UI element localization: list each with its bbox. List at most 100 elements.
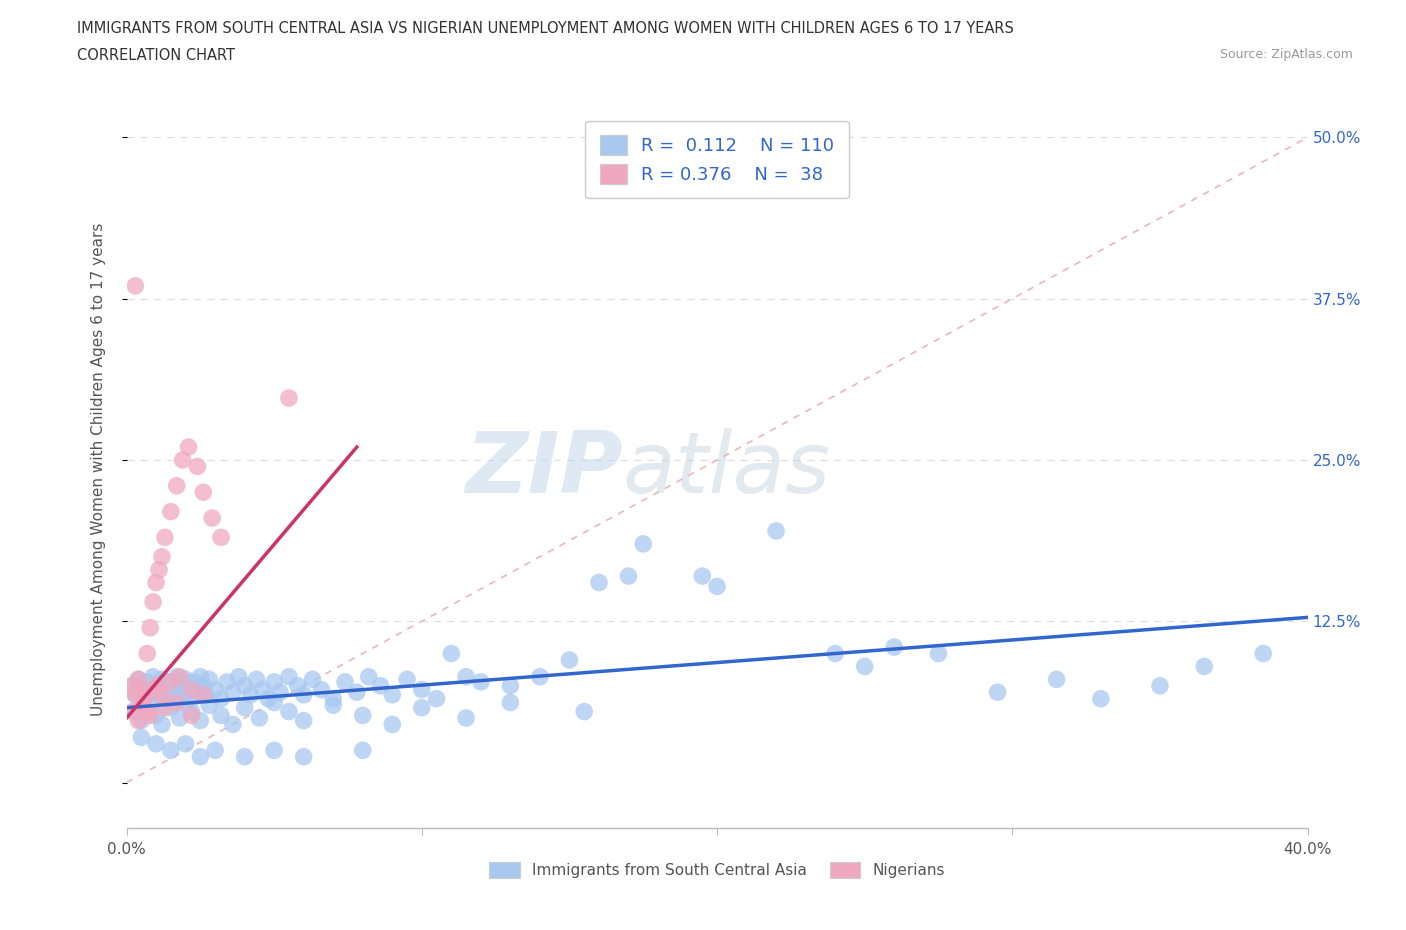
Point <box>160 743 183 758</box>
Point <box>252 683 274 698</box>
Point <box>233 750 256 764</box>
Point <box>263 695 285 710</box>
Point <box>239 687 262 702</box>
Point <box>470 674 492 689</box>
Point <box>204 683 226 698</box>
Point <box>127 713 149 728</box>
Point <box>333 674 356 689</box>
Point <box>588 575 610 590</box>
Point <box>136 704 159 719</box>
Point <box>883 640 905 655</box>
Point <box>139 698 162 712</box>
Point <box>228 670 250 684</box>
Point <box>134 698 156 712</box>
Point <box>186 459 208 474</box>
Point <box>574 704 596 719</box>
Point <box>322 691 344 706</box>
Point <box>166 478 188 493</box>
Text: Source: ZipAtlas.com: Source: ZipAtlas.com <box>1219 48 1353 61</box>
Point <box>153 683 176 698</box>
Point <box>174 737 197 751</box>
Point <box>153 700 176 715</box>
Point <box>121 704 143 719</box>
Point <box>174 671 197 686</box>
Point <box>172 453 194 468</box>
Point <box>1046 671 1069 686</box>
Point <box>233 700 256 715</box>
Point <box>193 485 215 499</box>
Point <box>188 713 212 728</box>
Point <box>263 674 285 689</box>
Point <box>249 711 271 725</box>
Point <box>127 671 149 686</box>
Point <box>156 691 179 706</box>
Point <box>145 737 167 751</box>
Point <box>204 743 226 758</box>
Point <box>425 691 447 706</box>
Point <box>322 698 344 712</box>
Point <box>148 563 170 578</box>
Point <box>352 708 374 723</box>
Point <box>209 691 232 706</box>
Point <box>765 524 787 538</box>
Point <box>201 511 224 525</box>
Point <box>180 691 202 706</box>
Point <box>172 687 194 702</box>
Point <box>134 691 156 706</box>
Point <box>499 695 522 710</box>
Point <box>292 713 315 728</box>
Point <box>136 674 159 689</box>
Point <box>257 691 280 706</box>
Point <box>222 684 245 699</box>
Point <box>558 653 581 668</box>
Point <box>357 670 380 684</box>
Point <box>278 670 301 684</box>
Point <box>177 440 200 455</box>
Point <box>456 670 478 684</box>
Point <box>198 671 221 686</box>
Point <box>209 530 232 545</box>
Point <box>529 670 551 684</box>
Point <box>145 683 167 698</box>
Point <box>222 717 245 732</box>
Point <box>633 537 655 551</box>
Point <box>150 717 173 732</box>
Point <box>186 684 208 699</box>
Point <box>411 700 433 715</box>
Point <box>193 687 215 702</box>
Point <box>169 711 191 725</box>
Point <box>148 687 170 702</box>
Point <box>145 575 167 590</box>
Point <box>129 683 153 698</box>
Point <box>169 670 191 684</box>
Point <box>987 684 1010 699</box>
Point <box>139 708 162 723</box>
Point <box>124 278 146 293</box>
Text: atlas: atlas <box>623 428 831 512</box>
Point <box>160 700 183 715</box>
Text: CORRELATION CHART: CORRELATION CHART <box>77 48 235 63</box>
Legend: Immigrants from South Central Asia, Nigerians: Immigrants from South Central Asia, Nige… <box>484 856 950 884</box>
Point <box>139 620 162 635</box>
Point <box>209 708 232 723</box>
Point <box>124 687 146 702</box>
Point <box>311 683 333 698</box>
Point <box>169 678 191 693</box>
Point <box>198 698 221 712</box>
Point <box>160 674 183 689</box>
Point <box>301 671 323 686</box>
Point <box>706 579 728 594</box>
Point <box>853 659 876 674</box>
Point <box>396 671 419 686</box>
Point <box>139 684 162 699</box>
Point <box>292 687 315 702</box>
Y-axis label: Unemployment Among Women with Children Ages 6 to 17 years: Unemployment Among Women with Children A… <box>91 223 105 716</box>
Point <box>166 695 188 710</box>
Point <box>142 670 165 684</box>
Point <box>381 717 404 732</box>
Point <box>127 671 149 686</box>
Point <box>150 687 173 702</box>
Text: ZIP: ZIP <box>465 428 623 512</box>
Point <box>928 646 950 661</box>
Point <box>456 711 478 725</box>
